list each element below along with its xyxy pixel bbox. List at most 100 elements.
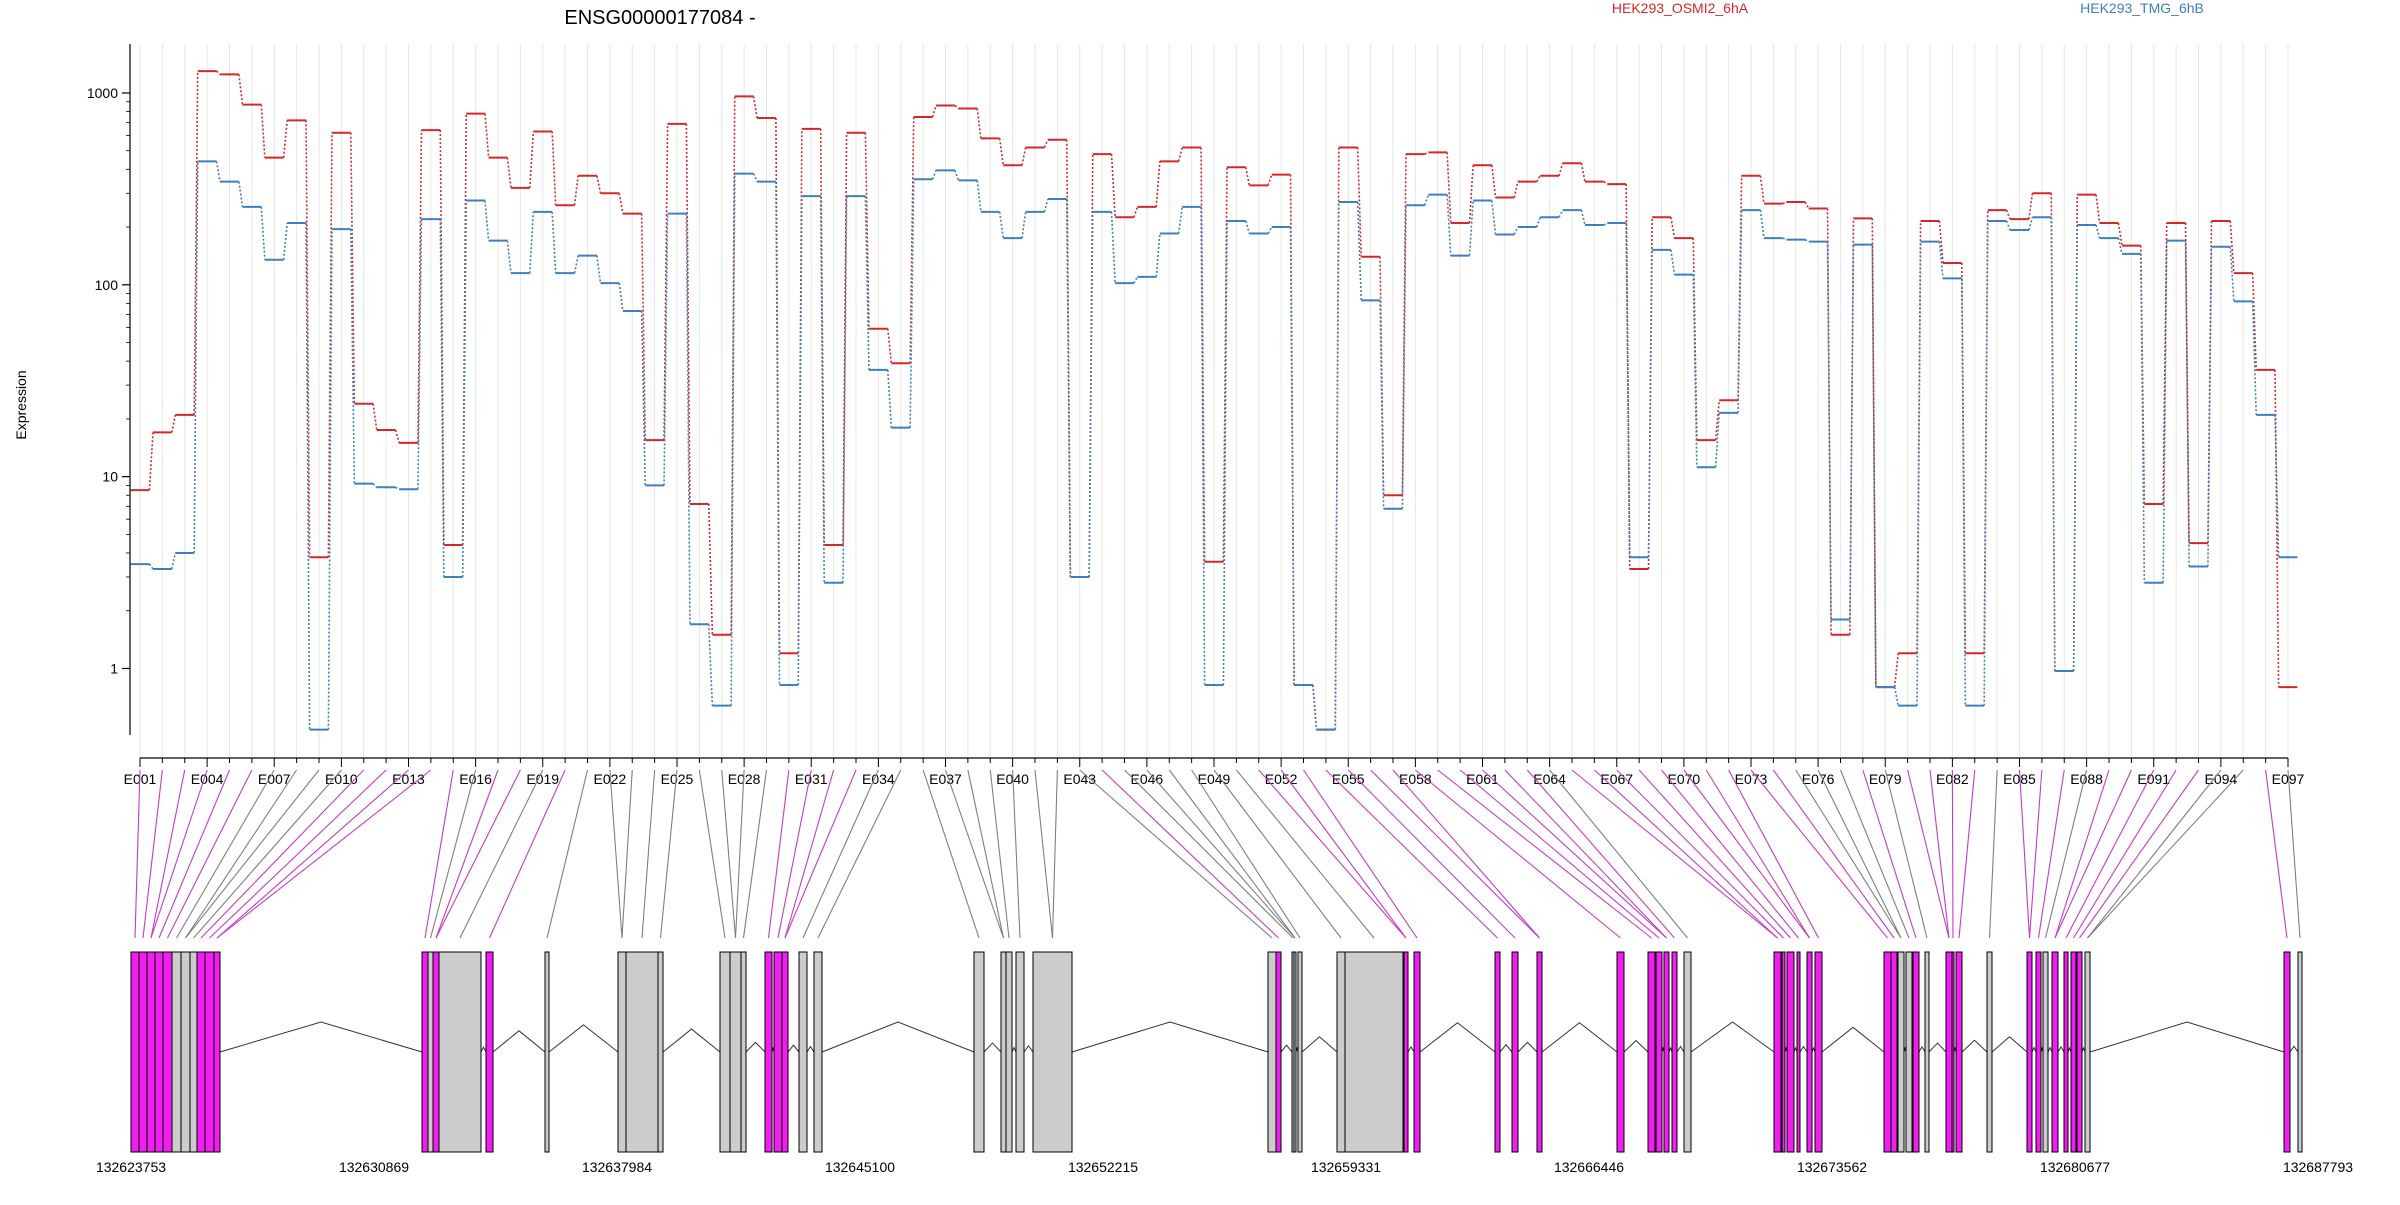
series-connector xyxy=(596,175,602,194)
exon-block-significant xyxy=(1511,951,1519,1153)
series-connector xyxy=(685,123,691,505)
series-connector xyxy=(2251,273,2258,370)
series-connector xyxy=(1088,211,1094,577)
intron-line xyxy=(2057,1045,2065,1053)
exon-connector xyxy=(1705,769,1810,939)
exon-block xyxy=(617,951,627,1153)
exon-connector xyxy=(1459,769,1660,939)
exon-connector xyxy=(424,769,454,939)
genomic-coordinate-label: 132623753 xyxy=(96,1159,166,1175)
exon-block xyxy=(438,951,482,1153)
series-connector xyxy=(2162,240,2168,583)
series-connector xyxy=(394,429,400,444)
series-connector xyxy=(1021,147,1027,166)
series-connector xyxy=(573,175,579,206)
exon-connector xyxy=(1571,769,1778,939)
series-connector xyxy=(170,552,177,570)
exon-block-significant xyxy=(1647,951,1656,1153)
exon-block xyxy=(180,951,191,1153)
x-tick-label: E055 xyxy=(1332,771,1365,787)
intron-line xyxy=(1419,1022,1496,1053)
genomic-coordinate-axis: 132623753 132630869 132637984 132645100 1326… xyxy=(96,1159,2353,1175)
series-connector xyxy=(1133,276,1139,284)
series-connector xyxy=(1110,154,1116,218)
exon-connector xyxy=(989,769,1010,939)
exon-block xyxy=(1905,951,1913,1153)
exon-block-significant xyxy=(764,951,773,1153)
exon-connector xyxy=(2044,769,2088,939)
exon-connector xyxy=(784,769,835,939)
series-connector xyxy=(752,173,758,182)
exon-block xyxy=(171,951,182,1153)
series-connector xyxy=(1177,206,1184,234)
x-tick-label: E037 xyxy=(929,771,962,787)
series-connector xyxy=(1938,241,1944,279)
chart-title: ENSG00000177084 - xyxy=(564,7,755,29)
series-connector xyxy=(1110,211,1116,284)
series-connector xyxy=(864,132,870,329)
intron-line xyxy=(806,1045,815,1053)
exon-block xyxy=(740,951,747,1153)
exon-block-significant xyxy=(1781,951,1786,1153)
exon-block xyxy=(1005,951,1013,1153)
exon-connector xyxy=(1191,769,1301,939)
series-connector xyxy=(707,503,714,635)
series-connector xyxy=(1603,180,1608,185)
series-connector xyxy=(2050,193,2056,672)
series-connector xyxy=(2028,193,2034,220)
exon-block-significant xyxy=(204,951,215,1153)
exon-connector xyxy=(742,769,768,939)
exon-block-significant xyxy=(1494,951,1501,1153)
series-connector xyxy=(1893,653,1900,688)
exon-connector xyxy=(1370,769,1540,939)
exon-block xyxy=(427,951,434,1153)
exon-block-significant xyxy=(773,951,783,1153)
intron-line xyxy=(1541,1022,1618,1053)
series-connector xyxy=(305,120,311,558)
series-connector xyxy=(305,222,311,730)
series-connector xyxy=(484,113,490,158)
series-connector xyxy=(1603,222,1608,226)
exon-block-significant xyxy=(146,951,156,1153)
exon-connector xyxy=(1168,769,1296,939)
series-connector xyxy=(2005,209,2011,220)
x-tick-label: E094 xyxy=(2205,771,2238,787)
exon-block xyxy=(1924,951,1930,1153)
exon-connector xyxy=(2065,769,2155,939)
series-connector xyxy=(1155,233,1161,277)
exon-connector xyxy=(1549,769,1688,939)
x-tick-label: E091 xyxy=(2137,771,2170,787)
series-connector xyxy=(1714,412,1721,468)
series-connector xyxy=(931,170,937,180)
exon-block-significant xyxy=(1955,951,1963,1153)
series-connector xyxy=(797,196,803,686)
series-connector xyxy=(1245,220,1251,234)
series-connector xyxy=(1379,256,1385,496)
exon-connector xyxy=(1907,769,1950,939)
x-tick-label: E025 xyxy=(661,771,694,787)
x-tick-label: E088 xyxy=(2070,771,2103,787)
series-connector xyxy=(2229,246,2235,302)
series-connector xyxy=(1804,201,1810,209)
series-connector xyxy=(640,311,647,486)
series-connector xyxy=(1580,209,1586,226)
intron-line xyxy=(1799,1045,1808,1053)
exon-connector xyxy=(435,769,521,939)
intron-line xyxy=(548,1024,619,1053)
exon-connector xyxy=(185,769,298,939)
series-connector xyxy=(439,219,445,577)
exon-block xyxy=(1897,951,1905,1153)
exon-connector xyxy=(1325,769,1498,939)
series-connector xyxy=(1356,202,1363,301)
exon-connector xyxy=(1661,769,1799,939)
series-connector xyxy=(1043,198,1049,213)
series-connector xyxy=(2162,222,2168,505)
series-connector xyxy=(1446,194,1452,256)
series-connector xyxy=(215,70,221,75)
exon-block xyxy=(657,951,664,1153)
series-connector xyxy=(1893,686,1900,706)
intron-line xyxy=(821,1021,975,1053)
intron-line xyxy=(1928,1042,1947,1053)
exon-block xyxy=(625,951,659,1153)
genomic-coordinate-label: 132673562 xyxy=(1797,1159,1867,1175)
